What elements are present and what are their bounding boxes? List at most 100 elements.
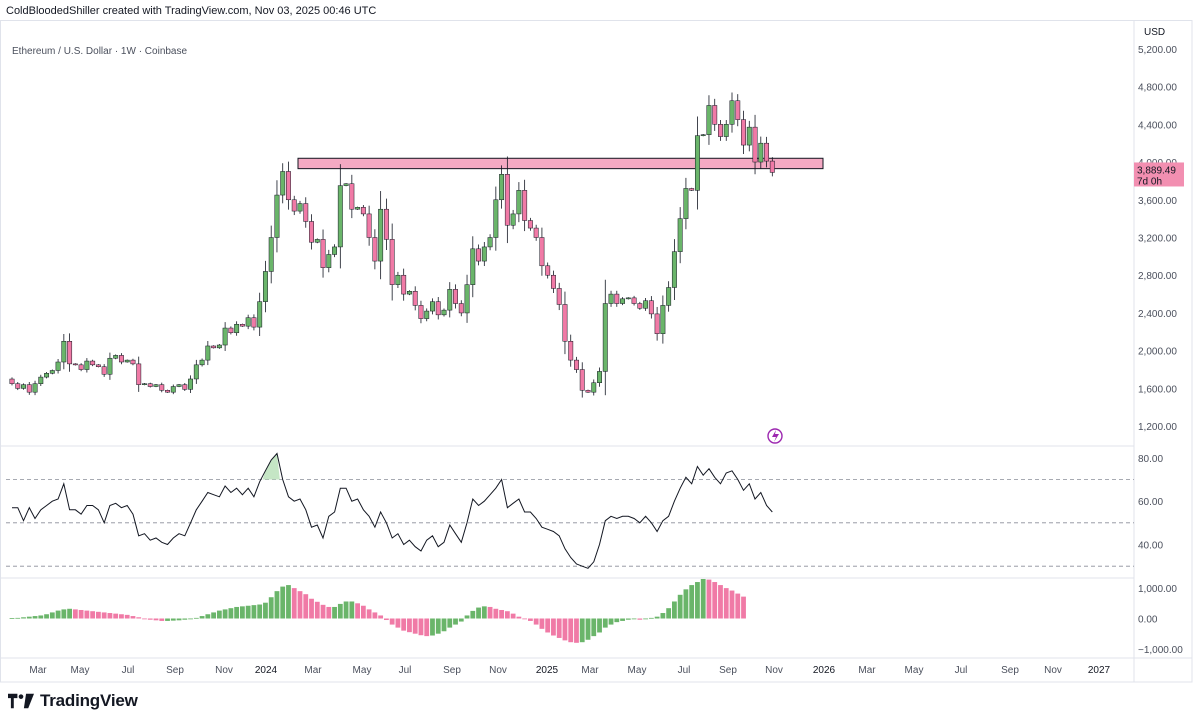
- oscillator-bar: [718, 585, 723, 619]
- oscillator-bar: [637, 618, 643, 620]
- candle: [314, 238, 320, 244]
- candle: [61, 333, 67, 370]
- oscillator-bar: [510, 613, 516, 619]
- time-tick-label: Sep: [1001, 665, 1019, 676]
- tradingview-logo-icon: [8, 693, 34, 709]
- candle: [303, 197, 309, 228]
- oscillator-bar: [447, 618, 453, 628]
- ideas-marker-ring: [767, 428, 783, 444]
- candle: [694, 116, 700, 210]
- candle-body: [67, 341, 73, 365]
- candle-body: [355, 207, 361, 210]
- time-tick-label: Nov: [1044, 665, 1062, 676]
- time-tick-label: Jul: [399, 665, 412, 676]
- oscillator-bar: [476, 607, 481, 619]
- candle: [689, 187, 695, 192]
- candle: [332, 244, 338, 258]
- candle-body: [257, 301, 263, 328]
- currency-label: USD: [1144, 27, 1165, 38]
- candle: [481, 241, 487, 267]
- candle: [113, 354, 119, 360]
- oscillator-bar: [96, 611, 101, 619]
- candle: [625, 297, 631, 300]
- oscillator-bar: [528, 618, 533, 621]
- candle-body: [124, 359, 130, 363]
- price-tick-label: 4,400.00: [1138, 120, 1177, 131]
- candle-body: [591, 382, 597, 393]
- oscillator-bar: [487, 606, 493, 619]
- candle-body: [648, 300, 654, 315]
- candle-body: [579, 369, 585, 391]
- time-tick-label: Jul: [122, 665, 135, 676]
- time-tick-label: Mar: [304, 665, 322, 676]
- oscillator-bar: [643, 618, 648, 620]
- oscillator-bar: [562, 618, 568, 641]
- oscillator-bar: [441, 618, 447, 632]
- candle: [660, 295, 666, 344]
- candle: [654, 306, 660, 341]
- oscillator-bar: [551, 618, 556, 636]
- candle-body: [562, 304, 568, 342]
- oscillator-bar: [504, 611, 510, 619]
- candle: [556, 282, 562, 311]
- oscillator-bar: [689, 585, 695, 619]
- candle: [239, 323, 245, 327]
- oscillator-bar: [9, 618, 15, 619]
- candle: [545, 262, 551, 279]
- candle: [222, 322, 228, 351]
- candle-body: [539, 237, 545, 267]
- oscillator-bar: [574, 618, 579, 643]
- candle-body: [602, 303, 608, 372]
- candle: [355, 206, 361, 210]
- oscillator-bar: [723, 588, 729, 619]
- candle-body: [758, 142, 764, 163]
- last-price-value: 3,889.49: [1137, 165, 1176, 176]
- candle: [245, 314, 251, 330]
- candle-body: [372, 237, 378, 262]
- price-tick-label: 4,800.00: [1138, 83, 1177, 94]
- candle-body: [412, 291, 418, 306]
- oscillator-bar: [245, 605, 251, 619]
- candle-body: [510, 213, 516, 226]
- candle-body: [262, 271, 268, 302]
- candle-body: [182, 384, 188, 390]
- candle-body: [159, 384, 165, 391]
- candle-body: [487, 237, 493, 248]
- price-tick-label: 3,600.00: [1138, 196, 1177, 207]
- time-tick-label: May: [905, 665, 924, 676]
- oscillator-bar: [303, 594, 309, 619]
- candle: [435, 297, 441, 320]
- candle: [337, 164, 343, 269]
- chart-frame[interactable]: USD5,200.004,800.004,400.004,000.003,600…: [0, 20, 1200, 684]
- oscillator-bar: [395, 618, 401, 628]
- oscillator-bar: [332, 606, 337, 619]
- candle-body: [320, 239, 326, 268]
- candle: [637, 301, 643, 310]
- candle: [539, 227, 545, 276]
- candle: [147, 382, 153, 388]
- oscillator-bar: [297, 591, 303, 619]
- candle: [735, 94, 741, 127]
- candle: [257, 292, 263, 337]
- candle-body: [239, 324, 245, 327]
- candle-body: [170, 386, 176, 393]
- oscillator-bar: [620, 618, 625, 621]
- candle: [764, 136, 770, 168]
- oscillator-bar: [378, 615, 384, 619]
- oscillator-bar: [84, 610, 90, 619]
- candle-body: [746, 126, 752, 146]
- oscillator-bar: [170, 618, 176, 621]
- candle-body: [424, 310, 430, 319]
- chart-canvas[interactable]: USD5,200.004,800.004,400.004,000.003,600…: [0, 20, 1200, 684]
- candle-body: [666, 287, 672, 306]
- oscillator-bar: [602, 618, 608, 628]
- time-tick-label: 2027: [1088, 665, 1111, 676]
- oscillator-bar: [72, 609, 78, 619]
- oscillator-bar: [153, 618, 159, 621]
- candle-body: [222, 327, 228, 346]
- candle-body: [21, 384, 26, 389]
- candle: [706, 95, 712, 145]
- candle: [648, 296, 654, 319]
- candle-body: [78, 364, 84, 370]
- oscillator-bar: [337, 603, 343, 619]
